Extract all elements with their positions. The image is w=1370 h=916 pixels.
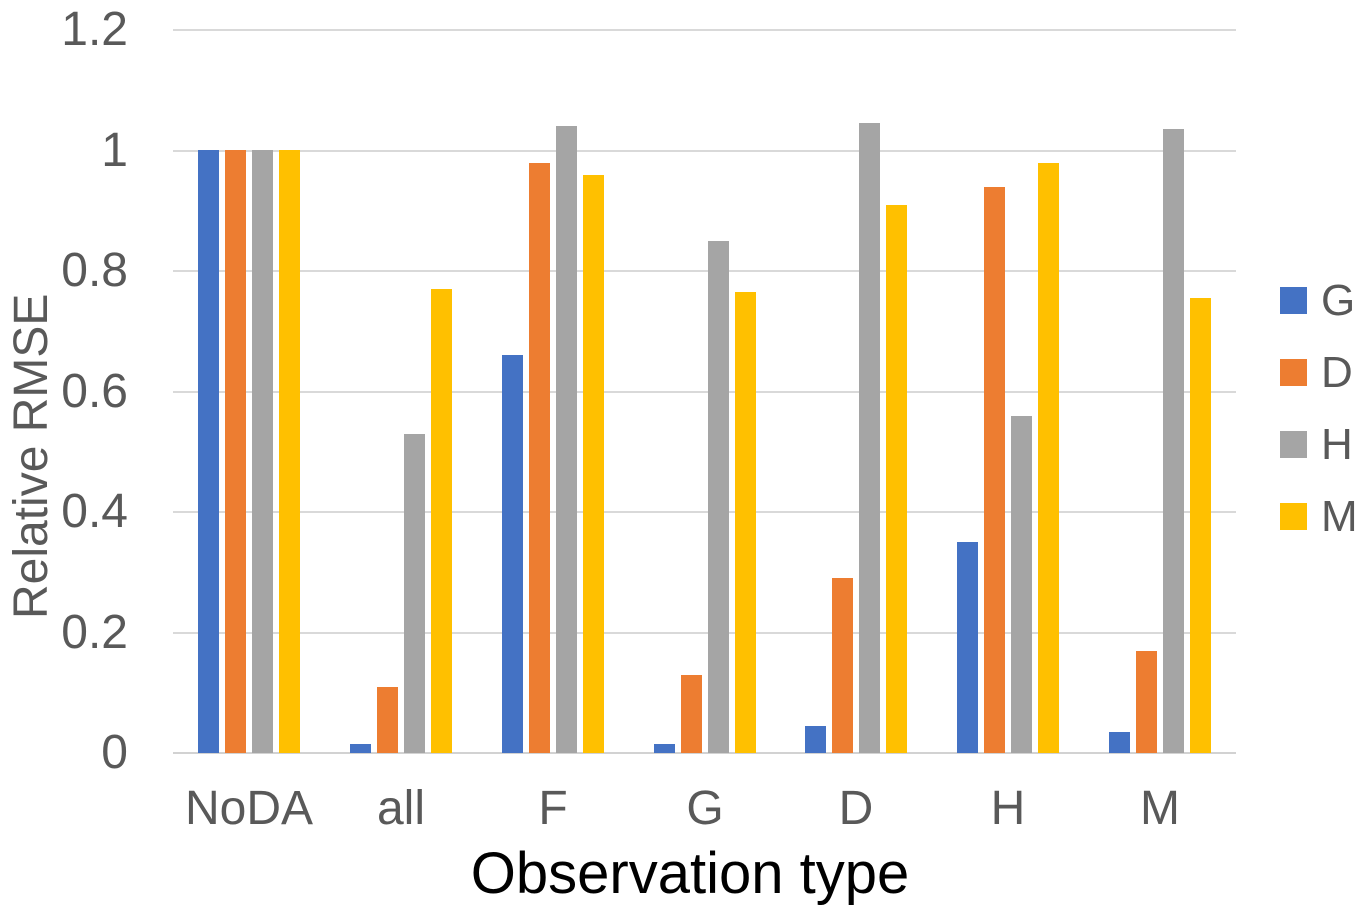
bar-G-F	[502, 355, 523, 753]
x-axis-line	[173, 752, 1236, 754]
x-tick-label-NoDA: NoDA	[184, 782, 314, 835]
gridline	[173, 511, 1236, 513]
x-tick-label-D: D	[838, 782, 874, 835]
bar-G-D	[805, 726, 826, 753]
bar-M-M	[1190, 298, 1211, 753]
legend-swatch-H	[1280, 431, 1307, 458]
legend-swatch-D	[1280, 359, 1307, 386]
bar-D-D	[832, 578, 853, 753]
x-tick-label-F: F	[538, 782, 568, 835]
legend-swatch-G	[1280, 287, 1307, 314]
legend-swatch-M	[1280, 503, 1307, 530]
gridline	[173, 29, 1236, 31]
bar-D-G	[681, 675, 702, 753]
bar-D-M	[1136, 651, 1157, 753]
bar-H-G	[708, 241, 729, 753]
bar-D-F	[529, 163, 550, 753]
legend-label: G	[1321, 276, 1356, 325]
y-tick-label: 1.2	[61, 3, 128, 56]
gridline	[173, 390, 1236, 393]
bar-G-G	[654, 744, 675, 753]
gridline	[173, 631, 1236, 634]
y-tick-label: 0.4	[61, 485, 128, 538]
bar-M-H	[1038, 163, 1059, 753]
x-axis-title: Observation type	[470, 841, 910, 906]
x-tick-label-M: M	[1140, 782, 1180, 835]
legend-item-G: G	[1280, 276, 1358, 325]
bar-G-M	[1109, 732, 1130, 753]
y-tick-label: 0.8	[61, 244, 128, 297]
bar-H-all	[404, 434, 425, 753]
legend-label: M	[1321, 492, 1358, 541]
y-tick-label: 1	[101, 123, 128, 177]
bar-D-NoDA	[225, 150, 246, 753]
legend-item-M: M	[1280, 492, 1358, 541]
legend-item-H: H	[1280, 420, 1358, 469]
bar-D-H	[984, 187, 1005, 753]
legend-item-D: D	[1280, 348, 1358, 397]
bar-H-M	[1163, 129, 1184, 753]
bar-H-F	[556, 126, 577, 753]
bar-H-D	[859, 123, 880, 753]
legend-label: D	[1321, 348, 1353, 397]
y-tick-label: 0.6	[61, 364, 128, 418]
y-tick-label: 0.2	[61, 605, 128, 659]
bar-M-D	[886, 205, 907, 753]
bar-M-G	[735, 292, 756, 753]
y-tick-label: 0	[101, 726, 128, 779]
x-tick-label-G: G	[686, 782, 724, 835]
gridline	[173, 270, 1236, 272]
bar-D-all	[377, 687, 398, 753]
x-tick-label-all: all	[376, 782, 426, 835]
bar-H-NoDA	[252, 150, 273, 753]
bar-M-NoDA	[279, 150, 300, 753]
plot-area	[173, 29, 1236, 754]
bar-H-H	[1011, 416, 1032, 753]
bar-M-all	[431, 289, 452, 753]
bar-M-F	[583, 175, 604, 753]
y-axis-title: Relative RMSE	[5, 293, 58, 619]
bar-G-H	[957, 542, 978, 753]
legend-label: H	[1321, 420, 1353, 469]
bar-G-all	[350, 744, 371, 753]
x-tick-label-H: H	[990, 782, 1026, 835]
gridline	[173, 149, 1236, 152]
bar-G-NoDA	[198, 150, 219, 753]
